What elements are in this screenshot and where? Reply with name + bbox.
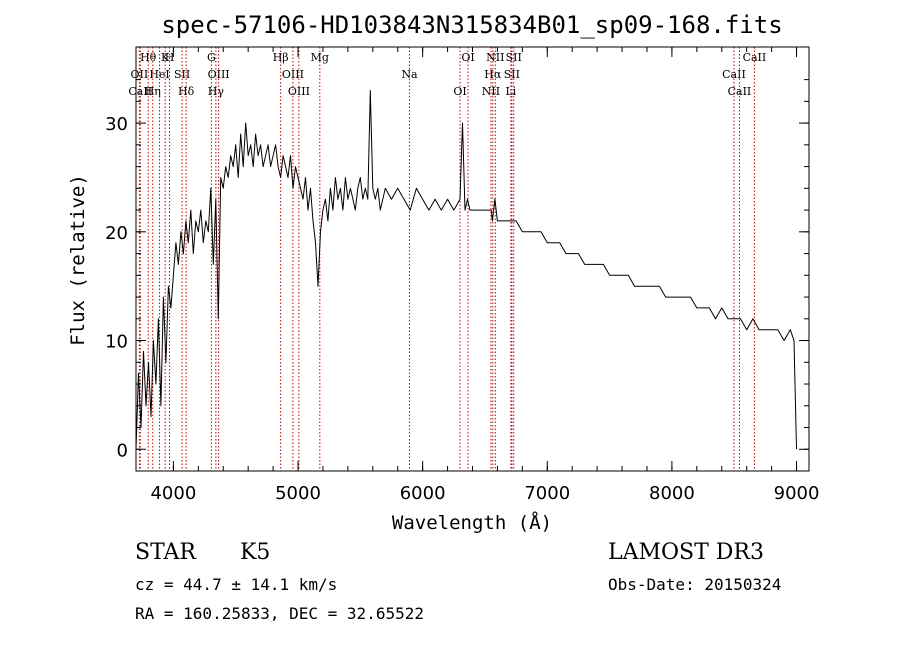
line-label: OIII <box>282 68 304 81</box>
chart-title: spec-57106-HD103843N315834B01_sp09-168.f… <box>161 11 782 39</box>
y-tick-label: 30 <box>105 114 128 135</box>
line-label: OIII <box>208 68 230 81</box>
line-label: OII <box>131 68 149 81</box>
line-label: CaII <box>128 85 152 98</box>
line-label: Hγ <box>208 85 225 98</box>
line-label: CaII <box>743 51 767 64</box>
line-label: Mg <box>311 51 329 64</box>
x-tick-label: 5000 <box>275 483 321 504</box>
line-label: G <box>207 51 216 64</box>
flux-series <box>135 90 797 450</box>
y-tick-label: 20 <box>105 223 128 244</box>
x-axis-label: Wavelength (Å) <box>392 511 552 534</box>
line-label: HeI <box>149 68 169 81</box>
line-label: Li <box>505 85 516 98</box>
line-label: NII <box>482 85 500 98</box>
plot-frame <box>135 46 810 472</box>
line-label: SII <box>504 68 520 81</box>
line-label: SII <box>174 68 190 81</box>
line-label: Hδ <box>178 85 195 98</box>
line-label: CaII <box>728 85 752 98</box>
x-tick-label: 6000 <box>400 483 446 504</box>
x-tick-label: 8000 <box>649 483 695 504</box>
y-tick-label: 10 <box>105 332 128 353</box>
line-label: H <box>165 51 175 64</box>
line-label: Hβ <box>273 51 289 64</box>
line-label: OI <box>453 85 466 98</box>
flux-line <box>135 90 797 450</box>
line-label: Hη <box>145 85 161 98</box>
object-class: STAR <box>135 540 196 565</box>
line-label: CaII <box>722 68 746 81</box>
line-label: Hθ <box>140 51 157 64</box>
redshift-readout: cz = 44.7 ± 14.1 km/s <box>135 575 338 594</box>
object-subclass: K5 <box>240 540 271 565</box>
y-axis-label: Flux (relative) <box>67 174 89 346</box>
x-tick-label: 9000 <box>774 483 820 504</box>
spectral-line-markers: Hθ OII CaII K HeI Hη H SII Hδ G OIII Hγ Hβ OIII OIII Mg… <box>128 47 766 471</box>
line-label: K <box>161 51 170 64</box>
survey-name: LAMOST DR3 <box>608 540 764 565</box>
line-label: OIII <box>288 85 310 98</box>
axis-ticks: 4000 5000 6000 7000 8000 9000 0 10 20 30 <box>105 47 819 504</box>
x-tick-label: 4000 <box>150 483 196 504</box>
x-tick-label: 7000 <box>524 483 570 504</box>
line-label: NII <box>486 51 504 64</box>
coordinates-readout: RA = 160.25833, DEC = 32.65522 <box>135 604 424 623</box>
y-tick-label: 0 <box>117 440 128 461</box>
observation-date: Obs-Date: 20150324 <box>608 575 782 594</box>
line-label: Na <box>401 68 418 81</box>
line-label: Hα <box>484 68 502 81</box>
line-label: SII <box>506 51 522 64</box>
line-label: OI <box>461 51 474 64</box>
